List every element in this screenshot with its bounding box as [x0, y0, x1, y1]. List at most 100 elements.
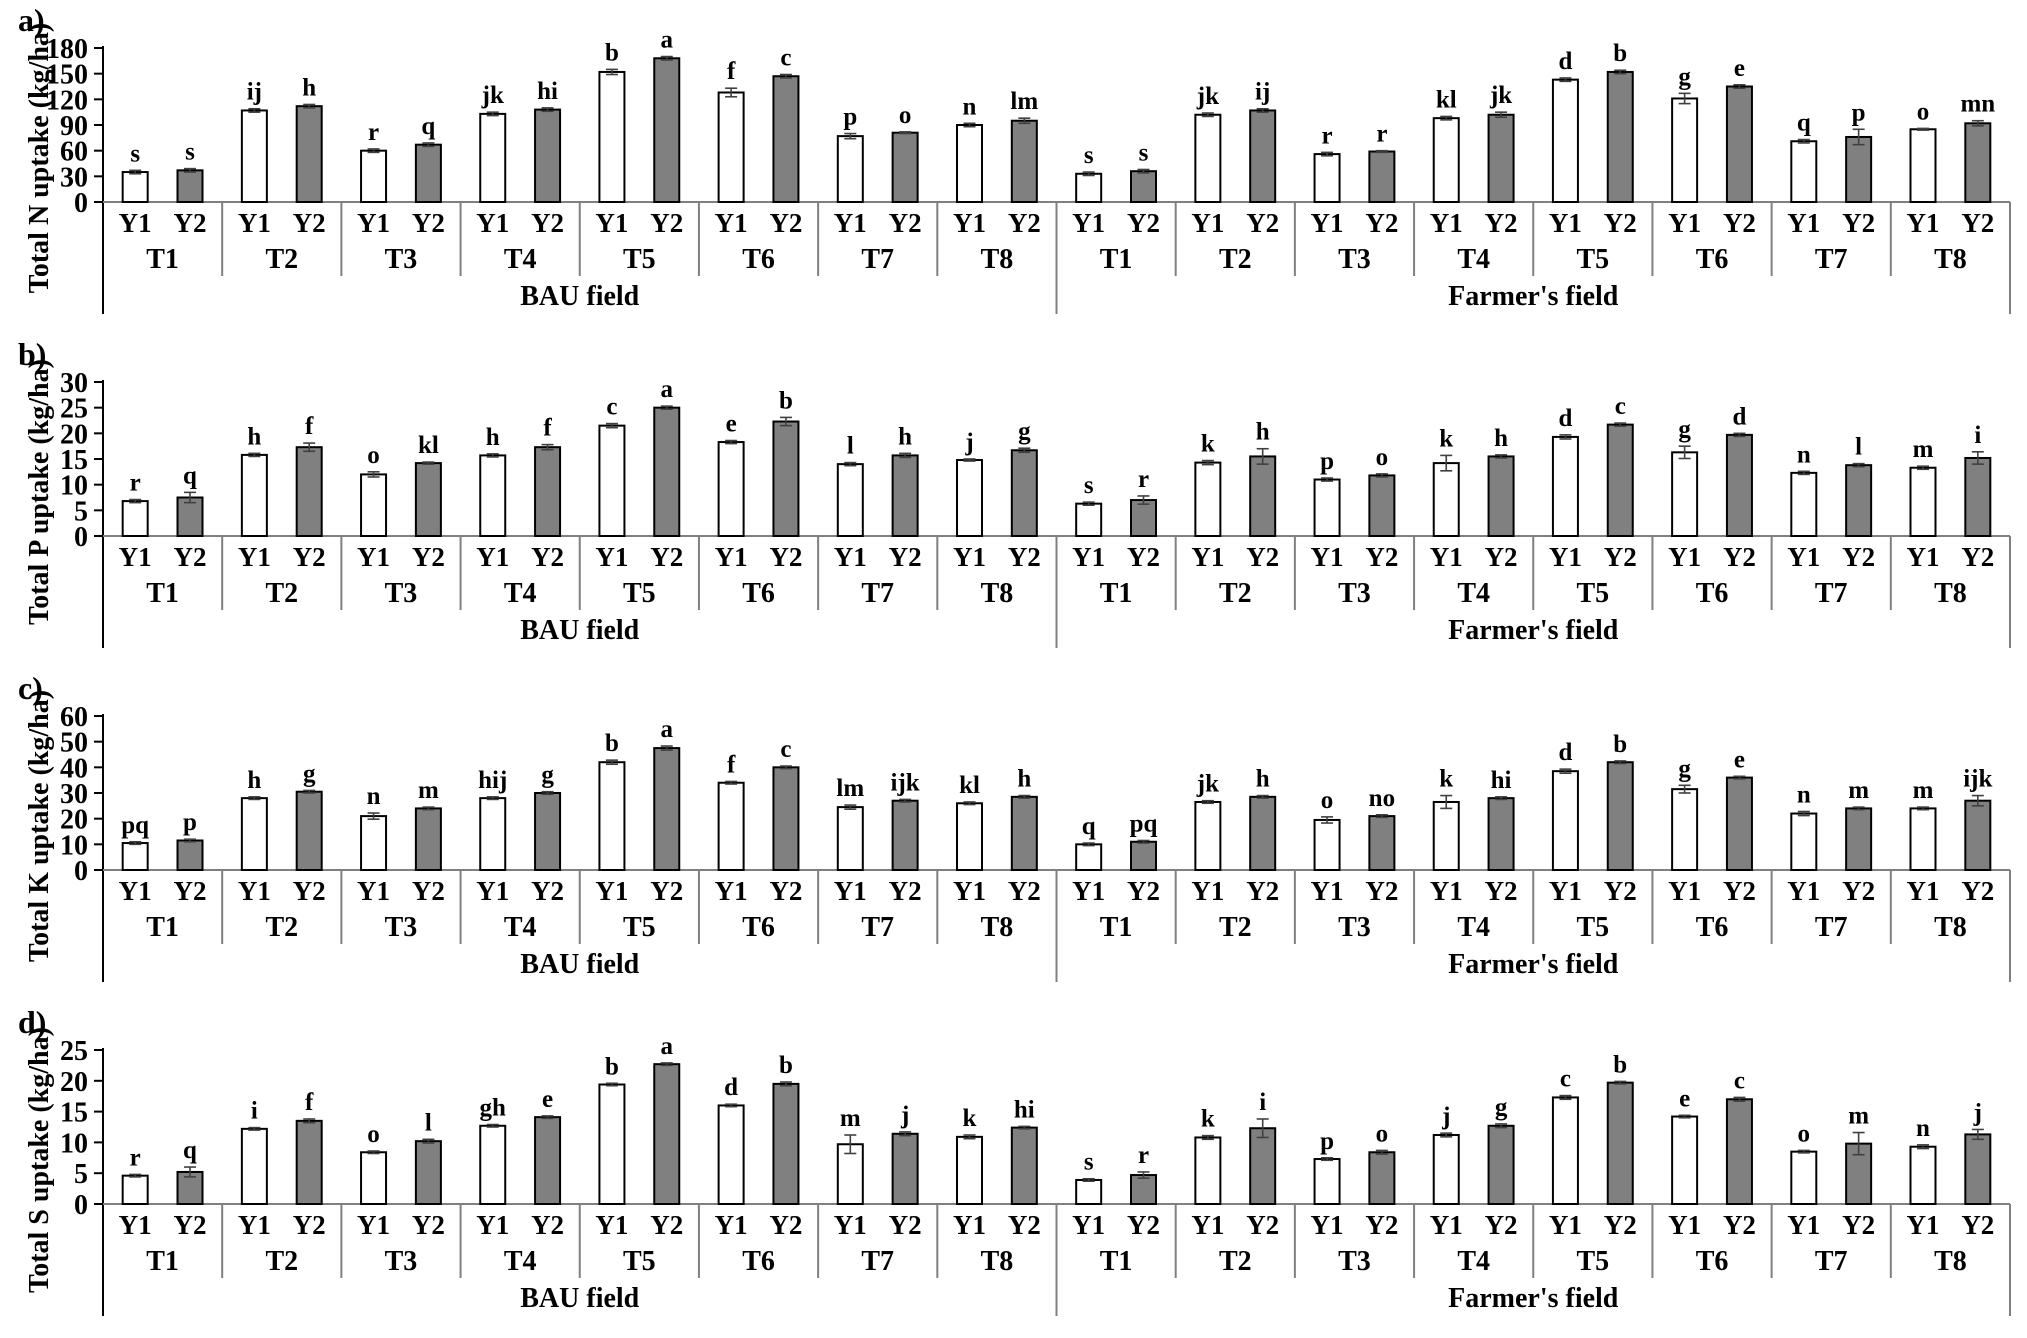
- bar-y1-T5: [598, 70, 626, 204]
- significance-letter: ijk: [1963, 766, 1992, 793]
- bar-y1-T6: [717, 1104, 745, 1205]
- significance-letter: f: [727, 58, 736, 85]
- treatment-label: T7: [1815, 244, 1848, 275]
- year-label: Y1: [1311, 1210, 1344, 1240]
- bar-y2-T5: [1606, 70, 1634, 204]
- year-label: Y1: [1430, 876, 1463, 906]
- bar-y1-T6: [717, 781, 745, 871]
- year-label: Y2: [1604, 876, 1637, 906]
- significance-letter: r: [130, 470, 141, 497]
- treatment-label: T6: [1696, 244, 1729, 275]
- bar-y1-T8: [955, 1135, 983, 1205]
- y-tick-label: 180: [46, 34, 88, 65]
- treatment-label: T8: [981, 1246, 1014, 1277]
- significance-letter: o: [367, 442, 380, 469]
- year-label: Y1: [1906, 876, 1939, 906]
- significance-letter: o: [1917, 98, 1930, 125]
- significance-letter: c: [1560, 1066, 1571, 1093]
- bar-y1-T3: [360, 149, 388, 204]
- treatment-label: T7: [1815, 912, 1848, 943]
- year-label: Y1: [1787, 542, 1820, 572]
- y-tick-label: 25: [60, 1036, 88, 1067]
- bar-y2-T4: [534, 108, 562, 203]
- bar-y1-T6: [1671, 1115, 1699, 1205]
- bar-y2-T3: [414, 1140, 442, 1205]
- bar-y1-T4: [1432, 117, 1460, 203]
- bar-y1-T8: [1909, 128, 1937, 203]
- significance-letter: h: [898, 423, 912, 450]
- year-label: Y1: [1311, 542, 1344, 572]
- year-label: Y1: [715, 1210, 748, 1240]
- year-label: Y2: [293, 542, 326, 572]
- treatment-label: T1: [146, 578, 179, 609]
- year-label: Y2: [531, 1210, 564, 1240]
- significance-letter: d: [724, 1074, 738, 1101]
- treatment-label: T4: [504, 578, 537, 609]
- year-label: Y2: [1842, 1210, 1875, 1240]
- bar-y1-T7: [1790, 1150, 1818, 1205]
- year-label: Y2: [1365, 208, 1398, 238]
- year-label: Y2: [1485, 876, 1518, 906]
- treatment-label: T1: [146, 912, 179, 943]
- treatment-label: T5: [623, 578, 656, 609]
- bar-y1-T1: [121, 842, 149, 872]
- bar-y1-T3: [1313, 818, 1341, 871]
- year-label: Y2: [1604, 542, 1637, 572]
- significance-letter: ijk: [891, 769, 920, 796]
- y-tick-label: 40: [60, 753, 88, 784]
- bar-y2-T2: [295, 790, 323, 871]
- bar-y2-T6: [772, 1082, 800, 1205]
- bar-y2-T8: [1964, 456, 1992, 537]
- bar-y1-T2: [240, 453, 268, 537]
- year-label: Y1: [834, 542, 867, 572]
- year-label: Y2: [412, 208, 445, 238]
- year-label: Y1: [357, 876, 390, 906]
- year-label: Y2: [1723, 876, 1756, 906]
- significance-letter: mn: [1960, 91, 1995, 118]
- significance-letter: j: [964, 429, 973, 456]
- year-label: Y2: [889, 876, 922, 906]
- significance-letter: g: [1495, 1094, 1508, 1121]
- y-tick-label: 0: [74, 522, 88, 553]
- treatment-label: T2: [1219, 578, 1252, 609]
- field-label: Farmer's field: [1448, 1283, 1619, 1314]
- year-label: Y1: [1191, 208, 1224, 238]
- year-label: Y1: [715, 876, 748, 906]
- significance-letter: jk: [1196, 771, 1219, 798]
- bar-y1-T8: [1909, 1145, 1937, 1206]
- year-label: Y1: [1549, 208, 1582, 238]
- y-tick-label: 30: [60, 368, 88, 399]
- significance-letter: c: [606, 394, 617, 421]
- bar-y1-T8: [955, 124, 983, 203]
- year-label: Y1: [834, 1210, 867, 1240]
- treatment-label: T4: [504, 912, 537, 943]
- year-label: Y2: [1365, 1210, 1398, 1240]
- bar-y1-T4: [1432, 462, 1460, 538]
- significance-letter: q: [1082, 813, 1096, 840]
- significance-letter: m: [1913, 436, 1934, 463]
- bar-y2-T5: [653, 1063, 681, 1205]
- year-label: Y1: [238, 876, 271, 906]
- panel-b-label: b): [18, 336, 47, 372]
- bar-y1-T8: [1909, 807, 1937, 871]
- significance-letter: no: [1369, 785, 1395, 812]
- bar-y2-T5: [653, 406, 681, 537]
- year-label: Y1: [238, 208, 271, 238]
- bar-y1-T3: [360, 473, 388, 537]
- treatment-label: T3: [1338, 578, 1371, 609]
- significance-letter: i: [1974, 422, 1981, 449]
- bar-y1-T3: [360, 815, 388, 872]
- bar-y1-T3: [1313, 153, 1341, 203]
- significance-letter: a: [661, 376, 674, 403]
- significance-letter: h: [302, 74, 316, 101]
- significance-letter: b: [605, 730, 619, 757]
- year-label: Y2: [412, 542, 445, 572]
- treatment-label: T6: [1696, 912, 1729, 943]
- significance-letter: d: [1558, 405, 1572, 432]
- year-label: Y2: [650, 542, 683, 572]
- field-label: Farmer's field: [1448, 281, 1619, 312]
- year-label: Y2: [1723, 208, 1756, 238]
- field-label: BAU field: [520, 949, 639, 980]
- significance-letter: f: [305, 1089, 314, 1116]
